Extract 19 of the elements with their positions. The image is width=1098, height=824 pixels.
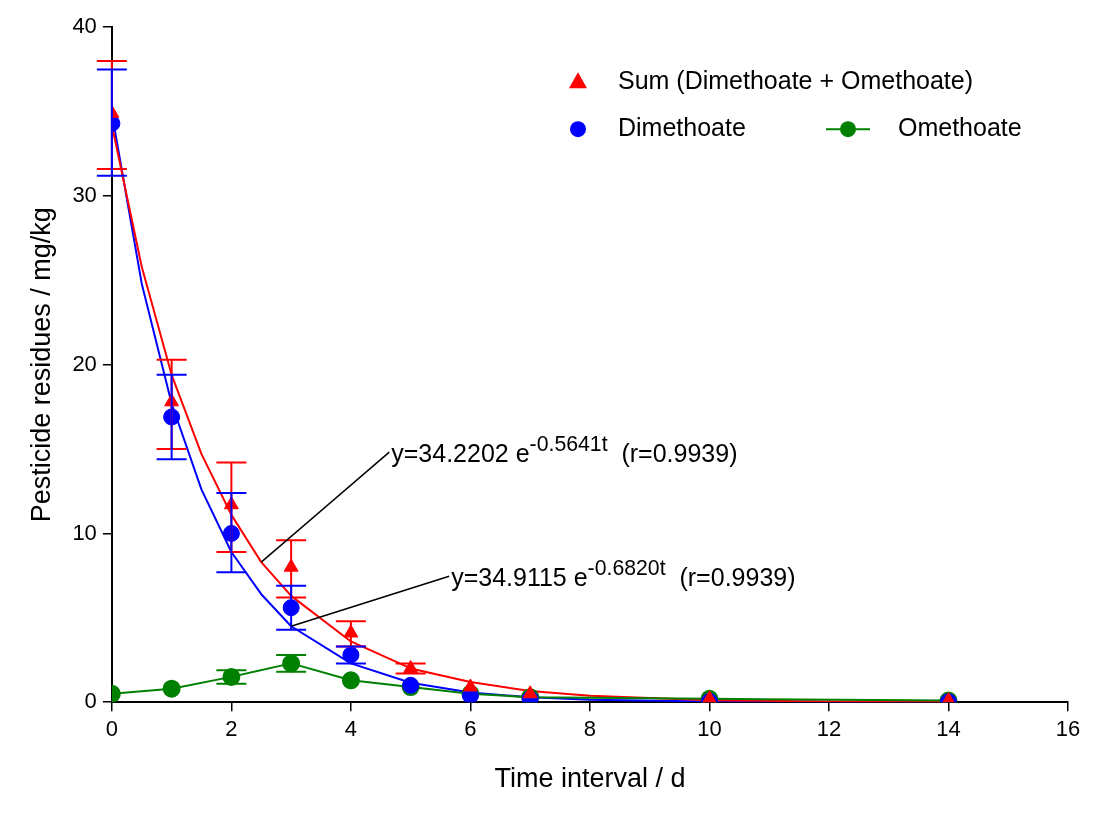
y-tick-label: 40 [72,13,97,39]
x-axis-title: Time interval / d [494,763,686,794]
x-tick-label: 8 [583,716,597,742]
y-tick-label: 10 [72,519,97,545]
x-tick-label: 12 [816,716,842,742]
x-tick-label: 16 [1055,716,1081,742]
legend-label: Omethoate [898,113,1022,142]
x-tick-label: 10 [697,716,722,742]
y-tick-label: 0 [84,688,97,714]
legend-label: Dimethoate [618,113,746,142]
y-tick-label: 20 [72,350,97,376]
legend-label: Sum (Dimethoate + Omethoate) [618,66,974,95]
x-tick-label: 14 [936,716,961,742]
x-tick-label: 0 [105,716,118,742]
y-axis-title: Pesticide residues / mg/kg [25,207,56,523]
x-tick-label: 2 [225,716,238,742]
x-tick-label: 4 [344,716,358,742]
x-tick-label: 6 [464,716,477,742]
y-tick-label: 30 [72,182,97,208]
